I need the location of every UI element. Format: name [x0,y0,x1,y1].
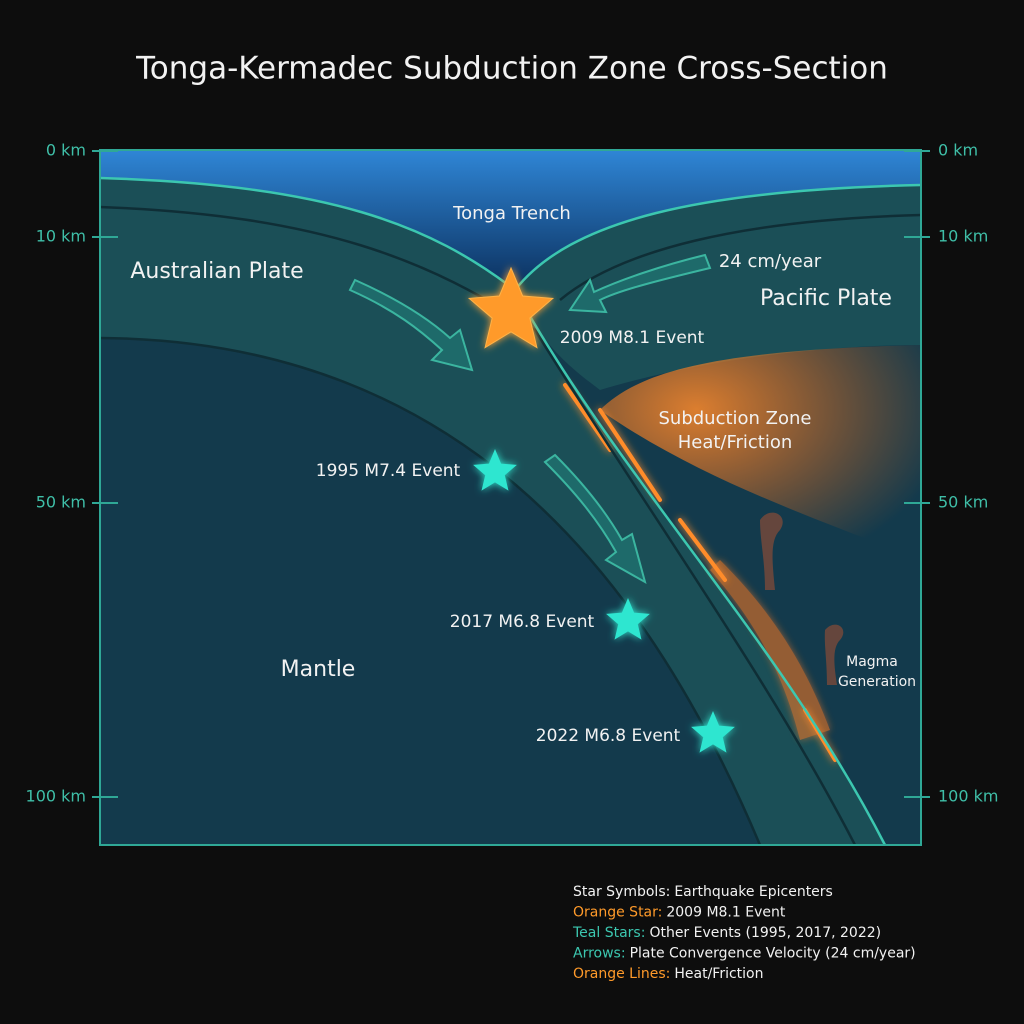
star-teal [473,449,517,491]
legend-entry: Arrows: Plate Convergence Velocity (24 cm… [573,946,916,962]
legend-entry: Star Symbols: Earthquake Epicenters [573,884,833,900]
legend-entry: Teal Stars: Other Events (1995, 2017, 202… [572,925,881,941]
legend-text: Plate Convergence Velocity (24 cm/year) [630,946,916,962]
australian-plate [100,178,885,845]
event-label: 2022 M6.8 Event [536,726,681,746]
plate-label: Pacific Plate [760,286,892,311]
velocity-label: 24 cm/year [719,251,822,272]
magma-body [710,560,830,740]
frame [99,149,922,846]
mantle-label: Mantle [281,657,356,682]
trench-label: Tonga Trench [452,203,571,224]
depth-label: 50 km [36,493,86,512]
heat-label: Subduction Zone [658,408,811,429]
depth-label: 10 km [36,227,86,246]
depth-label: 50 km [938,493,988,512]
legend-entry: Orange Star: 2009 M8.1 Event [573,905,786,921]
legend-key: Orange Star: [573,905,662,921]
legend-entry: Orange Lines: Heat/Friction [573,966,764,982]
magma-plume [824,624,844,685]
event-label: 1995 M7.4 Event [316,461,461,481]
heat-glow [600,345,921,560]
star-orange [467,266,555,349]
magma-plume [760,512,783,590]
event-label: 2017 M6.8 Event [450,612,595,632]
depth-label: 100 km [938,787,998,806]
ocean [100,150,921,290]
magma-label: Magma [846,654,898,670]
legend-key: Arrows: [573,946,626,962]
magma-label: Generation [838,674,916,690]
legend-key: Orange Lines: [573,966,670,982]
depth-label: 10 km [938,227,988,246]
heat-label: Heat/Friction [678,432,793,453]
depth-label: 0 km [938,141,978,160]
depth-axis: 0 km 0 km 10 km 10 km 50 km 50 km 100 km 100 km [26,141,999,806]
event-label: 2009 M8.1 Event [560,328,705,348]
legend-text: Earthquake Epicenters [674,884,833,900]
plate-label: Australian Plate [130,259,303,284]
star-teal [691,711,735,753]
legend-key: Star Symbols: [573,884,670,900]
legend-text: Heat/Friction [674,966,763,982]
legend-text: 2009 M8.1 Event [666,905,785,921]
star-teal [606,598,650,640]
depth-label: 100 km [26,787,86,806]
legend-key: Teal Stars: [572,925,645,941]
cross-section [99,149,922,846]
legend-text: Other Events (1995, 2017, 2022) [649,925,881,941]
title: Tonga-Kermadec Subduction Zone Cross-Sec… [135,51,888,87]
pacific-plate [515,185,921,390]
arrows [348,253,712,585]
depth-label: 0 km [46,141,86,160]
legend: Star Symbols: Earthquake Epicenters Orange… [572,884,916,982]
epicenters [467,266,735,753]
